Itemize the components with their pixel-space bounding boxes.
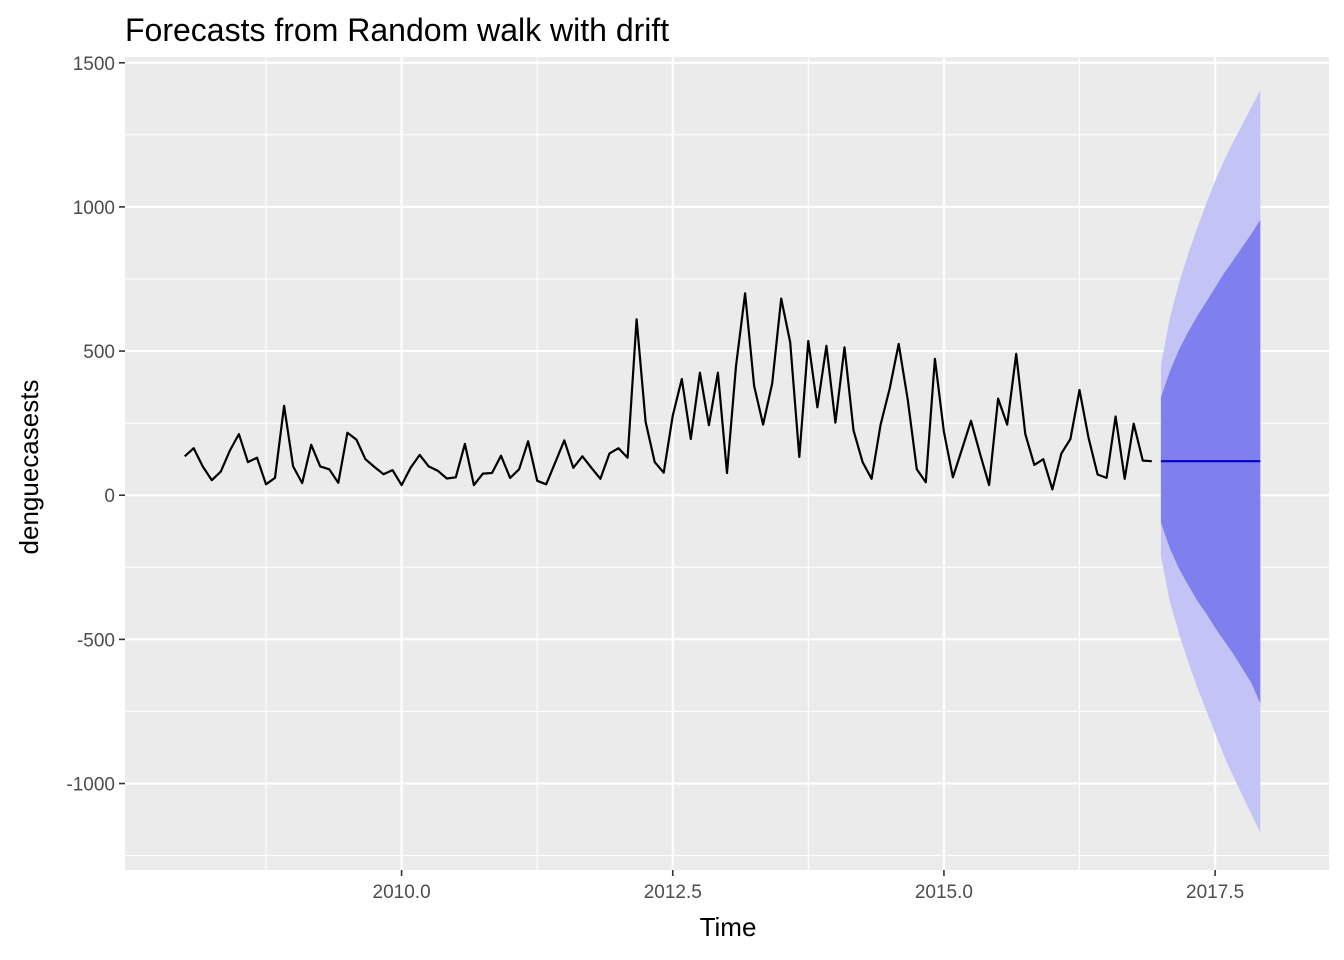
observed-series-line	[183, 292, 1152, 491]
y-tick-label: 500	[83, 342, 115, 363]
x-tick-label: 2010.0	[373, 882, 431, 903]
y-axis-title: denguecasests	[14, 380, 44, 555]
y-tick-label: 1500	[73, 54, 115, 75]
y-tick-label: -1000	[66, 775, 115, 796]
chart-title: Forecasts from Random walk with drift	[125, 12, 669, 48]
x-tick-label: 2017.5	[1186, 882, 1244, 903]
grid-minor	[125, 57, 1329, 870]
y-tick-label: -500	[77, 630, 115, 651]
x-axis: 2010.0 2012.5 2015.0 2017.5	[373, 870, 1244, 903]
series-lines	[183, 292, 1261, 491]
x-tick-label: 2012.5	[644, 882, 702, 903]
y-tick-label: 0	[104, 486, 115, 507]
x-tick-label: 2015.0	[915, 882, 973, 903]
x-axis-title: Time	[700, 912, 757, 942]
y-axis: -1000 -500 0 500 1000 1500	[66, 54, 125, 796]
y-tick-label: 1000	[73, 198, 115, 219]
